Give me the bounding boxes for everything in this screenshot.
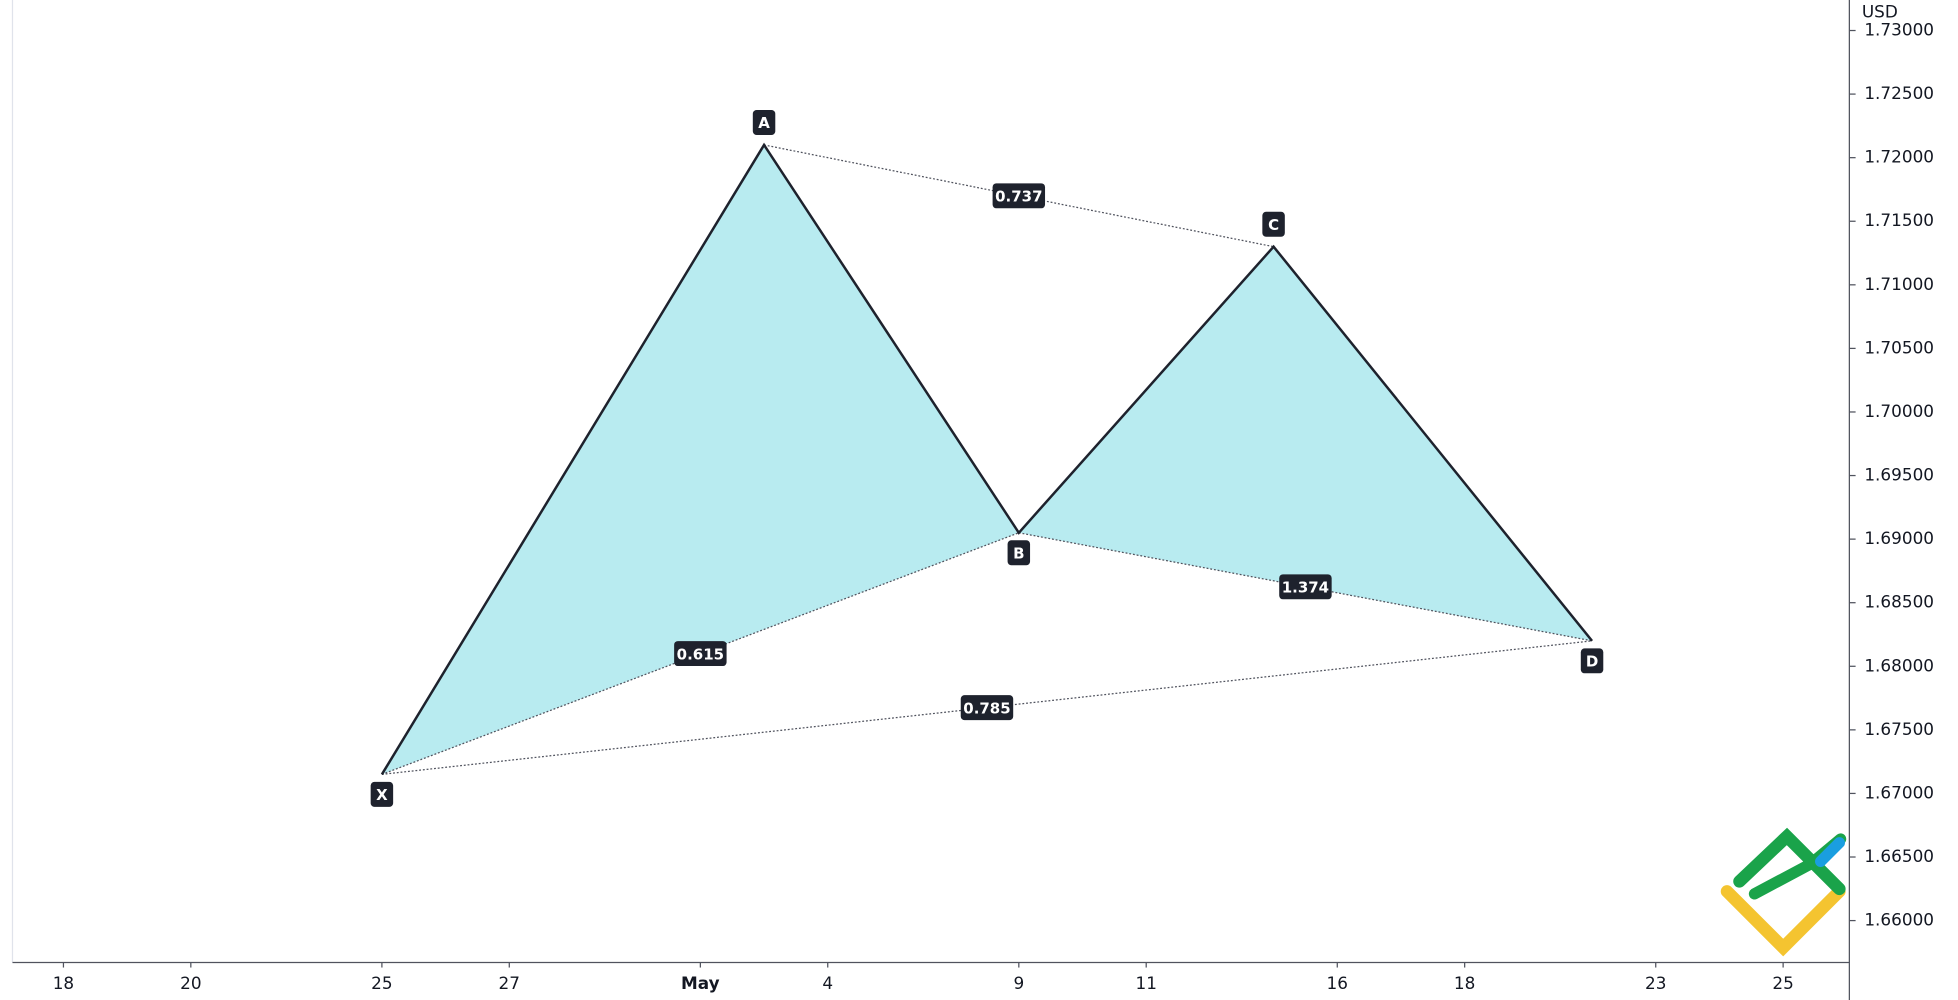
ratio-label: 1.374 [1282,579,1329,597]
x-tick-label: 18 [1454,973,1475,993]
ratio-label: 0.785 [963,699,1010,717]
point-label: B [1013,544,1024,562]
point-label-box [752,109,776,135]
x-tick-label: 18 [53,973,74,993]
ratio-label-box [1279,574,1332,600]
y-tick-label: 1.72000 [1864,147,1934,167]
x-tick-label: 23 [1645,973,1666,993]
y-tick-label: 1.66000 [1864,910,1934,930]
y-tick-label: 1.69000 [1864,528,1934,548]
pattern-fill [381,144,1019,775]
point-label: C [1268,216,1279,234]
ratio-label-box [992,183,1046,209]
x-tick-label: 9 [1013,973,1024,993]
point-label: A [758,114,770,132]
y-tick-label: 1.67500 [1864,719,1934,739]
x-tick-label: 25 [371,973,392,993]
y-tick-label: 1.70500 [1864,337,1934,357]
ratio-label-box [960,695,1014,721]
ratio-line [381,532,1020,775]
y-tick-label: 1.72500 [1864,83,1934,103]
y-tick-label: 1.69500 [1864,465,1934,485]
x-tick-label: 20 [180,973,201,993]
x-tick-label: 4 [822,973,833,993]
point-label-box [1580,648,1604,674]
y-tick-label: 1.71500 [1864,210,1934,230]
pattern-line [380,142,1594,776]
point-label-box [370,781,394,807]
x-tick-label: 11 [1135,973,1156,993]
y-axis-label: USD [1862,1,1898,21]
logo [1720,827,1847,957]
point-label: X [376,786,388,804]
point-label-box [1007,540,1031,566]
y-tick-label: 1.71000 [1864,274,1934,294]
y-tick-label: 1.68500 [1864,592,1934,612]
ratio-label: 0.615 [677,645,724,663]
y-tick-label: 1.68000 [1864,655,1934,675]
point-label: D [1586,653,1598,671]
ratio-label: 0.737 [995,188,1042,206]
y-tick-label: 1.73000 [1864,20,1934,40]
point-label-box [1262,211,1285,237]
y-tick-label: 1.66500 [1864,846,1934,866]
y-tick-label: 1.70000 [1864,401,1934,421]
y-tick-label: 1.67000 [1864,782,1934,802]
x-tick-label: 16 [1327,973,1348,993]
x-tick-label: May [681,973,720,993]
x-tick-label: 27 [499,973,520,993]
x-tick-label: 25 [1772,973,1793,993]
pattern-fill [1018,246,1593,641]
ratio-label-box [674,641,727,667]
